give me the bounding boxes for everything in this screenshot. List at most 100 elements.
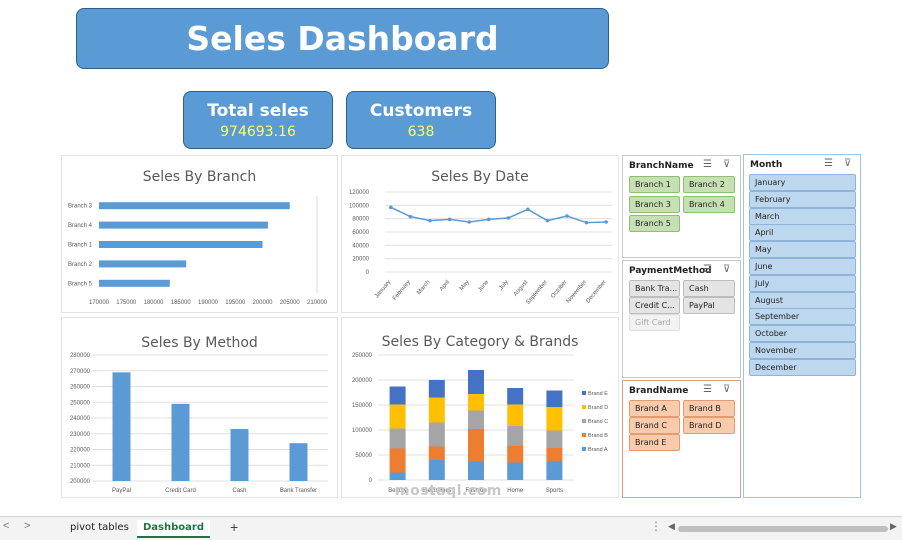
kpi-customers: Customers 638 [346, 91, 496, 149]
tab-dashboard[interactable]: Dashboard [137, 520, 210, 538]
stacked-bar-segment [468, 394, 484, 411]
kpi-total-sales-value: 974693.16 [220, 124, 296, 140]
slicer-month-item[interactable]: April [749, 224, 856, 242]
data-point [428, 218, 432, 223]
slicer-brand-item[interactable]: Brand E [629, 434, 680, 451]
chart-sales-by-method[interactable]: Seles By Method 200000 210000 220000 230000… [61, 317, 338, 498]
scroll-left-icon[interactable]: ◀ [668, 521, 675, 531]
slicer-payment-item[interactable]: PayPal [683, 297, 735, 314]
scroll-right-icon[interactable]: ▶ [890, 521, 897, 531]
bar [112, 372, 131, 481]
stacked-bar-segment [546, 407, 563, 431]
x-tick-label: 185000 [171, 300, 192, 306]
x-tick-label: December [585, 279, 607, 304]
slicer-brand-item[interactable]: Brand A [629, 400, 680, 417]
slicer-month-item[interactable]: December [749, 358, 856, 376]
slicer-branch-item[interactable]: Branch 4 [683, 196, 735, 213]
bar [99, 202, 290, 210]
horizontal-scrollbar[interactable]: ◀ ▶ [668, 521, 898, 534]
slicer-month-item[interactable]: September [749, 308, 856, 326]
multi-select-icon[interactable]: ☰ [703, 159, 712, 170]
bar [171, 403, 190, 481]
slicer-brand-header: BrandName [629, 386, 689, 396]
slicer-month-item[interactable]: January [749, 174, 856, 191]
legend-label: Brand A [588, 447, 608, 453]
slicer-branch[interactable]: BranchName ☰ ⊽ Branch 1 Branch 2 Branch … [622, 155, 741, 258]
data-point [604, 220, 608, 224]
dashboard-title-box: Seles Dashboard [76, 8, 609, 69]
data-point [526, 207, 530, 212]
multi-select-icon[interactable]: ☰ [703, 384, 712, 395]
y-tick-label: Branch 3 [68, 204, 93, 210]
slicer-brand-item[interactable]: Brand C [629, 417, 680, 434]
slicer-month-item[interactable]: May [749, 241, 856, 259]
chart-sales-by-branch[interactable]: Seles By Branch 170000 175000 180000 185000… [61, 155, 338, 313]
slicer-payment-item[interactable]: Bank Tra... [629, 280, 680, 297]
y-tick-label: Branch 5 [68, 281, 93, 287]
bar [99, 221, 268, 229]
clear-filter-icon[interactable]: ⊽ [723, 384, 731, 395]
y-tick-label: 270000 [70, 369, 91, 375]
y-tick-label: Branch 2 [68, 262, 93, 268]
slicer-payment-method[interactable]: PaymentMethod ☰ ⊽ Bank Tra... Cash Credi… [622, 260, 741, 378]
chart-sales-by-date[interactable]: Seles By Date 0 20000 40000 60000 80000 10000… [341, 155, 619, 313]
y-tick-label: 250000 [352, 353, 373, 359]
slicer-month-item[interactable]: August [749, 291, 856, 309]
slicer-branch-item[interactable]: Branch 3 [629, 196, 680, 213]
stacked-bar-segment [389, 386, 406, 405]
slicer-month-item[interactable]: November [749, 342, 856, 359]
y-tick-label: 0 [366, 270, 370, 276]
slicer-month-item[interactable]: July [749, 274, 856, 292]
add-sheet-button[interactable]: + [230, 519, 239, 535]
more-options-icon[interactable]: ⋮ [650, 519, 662, 533]
slicer-payment-item[interactable]: Gift Card [629, 314, 680, 331]
y-tick-label: 210000 [70, 463, 91, 469]
slicer-branch-item[interactable]: Branch 5 [629, 215, 680, 232]
slicer-branch-item[interactable]: Branch 2 [683, 176, 735, 193]
y-tick-label: 260000 [70, 385, 91, 391]
slicer-brand[interactable]: BrandName ☰ ⊽ Brand A Brand B Brand C Br… [622, 380, 741, 498]
worksheet: Seles Dashboard Total seles 974693.16 Cu… [61, 8, 861, 499]
y-tick-label: 150000 [352, 403, 373, 409]
stacked-bar-segment [546, 430, 563, 448]
clear-filter-icon[interactable]: ⊽ [723, 264, 731, 275]
scrollbar-thumb[interactable] [678, 526, 888, 532]
y-tick-label: 120000 [349, 190, 370, 196]
data-point [408, 214, 413, 219]
stacked-bar-segment [546, 448, 563, 462]
slicer-month-item[interactable]: October [749, 325, 856, 343]
stacked-bar-segment [428, 460, 445, 480]
slicer-payment-item[interactable]: Credit C... [629, 297, 680, 314]
clear-filter-icon[interactable]: ⊽ [844, 158, 852, 169]
data-point [506, 216, 511, 220]
stacked-bar-segment [389, 428, 406, 449]
slicer-month-item[interactable]: March [749, 207, 856, 225]
x-tick-label: Home [507, 488, 524, 494]
stacked-bar-segment [546, 461, 563, 480]
slicer-brand-item[interactable]: Brand D [683, 417, 735, 434]
slicer-month-item[interactable]: June [749, 258, 856, 275]
x-tick-label: March [416, 279, 431, 296]
x-tick-label: February [392, 279, 412, 301]
legend-label: Brand D [588, 405, 608, 411]
multi-select-icon[interactable]: ☰ [703, 264, 712, 275]
chart-sales-by-category-brands[interactable]: Seles By Category & Brands 0 50000 100000 1… [341, 317, 619, 498]
prev-sheet-button[interactable]: < [3, 520, 10, 532]
stacked-bar-segment [428, 422, 445, 447]
data-point [486, 217, 491, 222]
slicer-month-item[interactable]: February [749, 190, 856, 208]
multi-select-icon[interactable]: ☰ [824, 158, 833, 169]
stacked-bar-segment [507, 446, 524, 463]
x-tick-label: Credit Card [165, 488, 196, 494]
clear-filter-icon[interactable]: ⊽ [723, 159, 731, 170]
x-tick-label: Sports [546, 488, 563, 494]
slicer-brand-item[interactable]: Brand B [683, 400, 735, 417]
chart-title: Seles By Date [431, 169, 529, 185]
data-point [467, 220, 471, 224]
tab-pivot-tables[interactable]: pivot tables [70, 522, 129, 533]
slicer-month[interactable]: Month ☰ ⊽ January February March April May Ju… [743, 154, 861, 498]
data-point [545, 218, 550, 223]
slicer-payment-item[interactable]: Cash [683, 280, 735, 297]
next-sheet-button[interactable]: > [24, 520, 31, 532]
slicer-branch-item[interactable]: Branch 1 [629, 176, 680, 193]
